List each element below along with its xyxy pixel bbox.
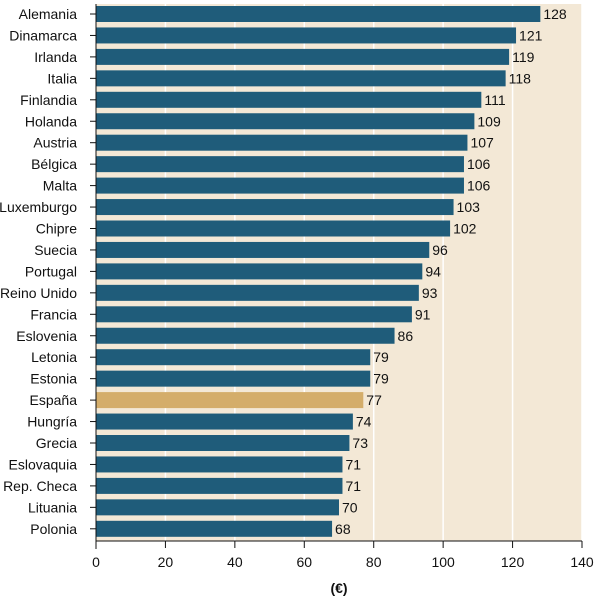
bar-11 (96, 241, 430, 258)
category-label-12: Portugal (25, 263, 77, 279)
x-tick-label-100: 100 (431, 554, 455, 570)
bar-3 (96, 70, 506, 87)
category-label-14: Francia (30, 306, 77, 322)
value-label-17: 79 (373, 371, 389, 387)
category-label-19: Hungría (27, 414, 77, 430)
category-label-9: Luxemburgo (0, 199, 77, 215)
value-label-7: 106 (467, 156, 491, 172)
x-tick-label-120: 120 (501, 554, 525, 570)
value-label-8: 106 (467, 178, 491, 194)
bar-16 (96, 349, 371, 366)
bar-18 (96, 392, 364, 409)
bar-5 (96, 113, 475, 130)
bar-21 (96, 456, 343, 473)
value-label-13: 93 (422, 285, 438, 301)
category-label-0: Alemania (19, 6, 78, 22)
bar-14 (96, 306, 412, 323)
category-label-11: Suecia (34, 242, 77, 258)
bar-13 (96, 284, 419, 301)
value-label-4: 111 (484, 92, 505, 108)
bar-23 (96, 499, 339, 516)
value-label-22: 71 (345, 478, 361, 494)
value-label-18: 77 (366, 392, 382, 408)
bar-2 (96, 48, 510, 65)
category-label-2: Irlanda (34, 49, 77, 65)
bar-0 (96, 6, 541, 22)
value-label-6: 107 (470, 135, 494, 151)
x-tick-label-140: 140 (570, 554, 594, 570)
x-axis-title: (€) (330, 580, 347, 596)
value-label-23: 70 (342, 499, 358, 515)
category-label-13: Reino Unido (0, 285, 77, 301)
bar-20 (96, 435, 350, 451)
x-tick-label-80: 80 (366, 554, 382, 570)
bar-12 (96, 263, 423, 280)
category-label-22: Rep. Checa (3, 478, 77, 494)
bar-15 (96, 327, 395, 344)
value-label-24: 68 (335, 521, 351, 537)
category-label-6: Austria (33, 135, 77, 151)
x-tick-label-0: 0 (92, 554, 100, 570)
bar-9 (96, 199, 454, 216)
category-label-23: Lituania (28, 499, 77, 515)
bar-24 (96, 520, 333, 537)
bar-7 (96, 156, 464, 173)
value-label-20: 73 (352, 435, 368, 451)
bar-6 (96, 134, 468, 151)
bar-17 (96, 370, 371, 387)
value-label-16: 79 (373, 349, 389, 365)
bar-10 (96, 220, 451, 237)
bar-8 (96, 177, 464, 194)
category-label-7: Bélgica (31, 156, 77, 172)
bar-4 (96, 91, 482, 108)
value-label-3: 118 (509, 70, 532, 86)
value-label-5: 109 (477, 113, 501, 129)
category-label-17: Estonia (30, 371, 77, 387)
value-label-10: 102 (453, 221, 477, 237)
category-label-20: Grecia (36, 435, 77, 451)
x-tick-label-20: 20 (158, 554, 174, 570)
value-label-15: 86 (398, 328, 414, 344)
category-label-5: Holanda (25, 113, 77, 129)
value-label-19: 74 (356, 414, 372, 430)
category-label-16: Letonia (31, 349, 77, 365)
value-label-12: 94 (425, 263, 441, 279)
bar-22 (96, 477, 343, 494)
category-label-8: Malta (43, 178, 77, 194)
value-label-2: 119 (512, 49, 535, 65)
category-label-21: Eslovaquia (9, 456, 78, 472)
value-label-11: 96 (432, 242, 448, 258)
category-label-18: España (30, 392, 78, 408)
category-label-3: Italia (47, 70, 77, 86)
bar-1 (96, 27, 517, 44)
value-label-1: 121 (519, 27, 543, 43)
value-label-21: 71 (345, 456, 361, 472)
category-label-15: Eslovenia (16, 328, 77, 344)
value-label-0: 128 (543, 6, 567, 22)
category-label-1: Dinamarca (9, 27, 77, 43)
x-tick-label-40: 40 (227, 554, 243, 570)
value-label-9: 103 (457, 199, 481, 215)
value-label-14: 91 (415, 306, 431, 322)
bar-19 (96, 413, 353, 430)
category-label-10: Chipre (36, 221, 77, 237)
category-label-4: Finlandia (20, 92, 77, 108)
category-label-24: Polonia (30, 521, 77, 537)
x-tick-label-60: 60 (296, 554, 312, 570)
